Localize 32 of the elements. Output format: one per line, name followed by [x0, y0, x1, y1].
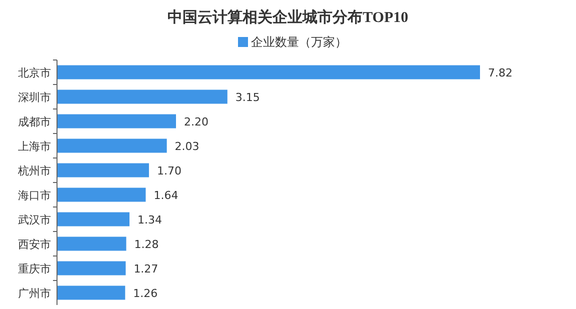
data-label: 1.27 — [134, 262, 158, 276]
data-label: 1.70 — [156, 164, 182, 178]
data-label: 1.28 — [134, 238, 159, 251]
bar — [57, 90, 228, 104]
bar — [57, 236, 126, 251]
y-tick-label: 深圳市 — [18, 90, 51, 104]
bar — [57, 212, 130, 226]
bar — [57, 261, 126, 276]
data-label: 3.15 — [235, 90, 260, 104]
y-tick-label: 重庆市 — [18, 262, 51, 276]
y-tick-label: 上海市 — [18, 140, 51, 153]
y-tick-label: 海口市 — [18, 188, 51, 202]
y-tick-label: 北京市 — [18, 66, 51, 80]
bar — [57, 163, 149, 178]
bar — [57, 286, 126, 300]
bar — [57, 114, 176, 128]
y-tick-label: 杭州市 — [17, 164, 51, 178]
data-label: 1.64 — [154, 188, 178, 202]
data-label: 1.34 — [137, 213, 162, 226]
y-tick-label: 武汉市 — [18, 213, 51, 226]
y-tick-label: 广州市 — [18, 286, 51, 300]
bar — [57, 188, 146, 202]
data-label: 1.26 — [133, 286, 158, 300]
y-tick-label: 成都市 — [18, 115, 51, 128]
data-label: 2.20 — [184, 115, 209, 128]
bar — [57, 65, 480, 80]
bar — [57, 138, 167, 153]
legend: 企业数量（万家） — [238, 35, 347, 49]
data-label: 7.82 — [488, 66, 512, 80]
chart-title: 中国云计算相关企业城市分布TOP10 — [168, 8, 408, 26]
data-label: 2.03 — [174, 140, 200, 153]
y-tick-label: 西安市 — [18, 238, 51, 251]
